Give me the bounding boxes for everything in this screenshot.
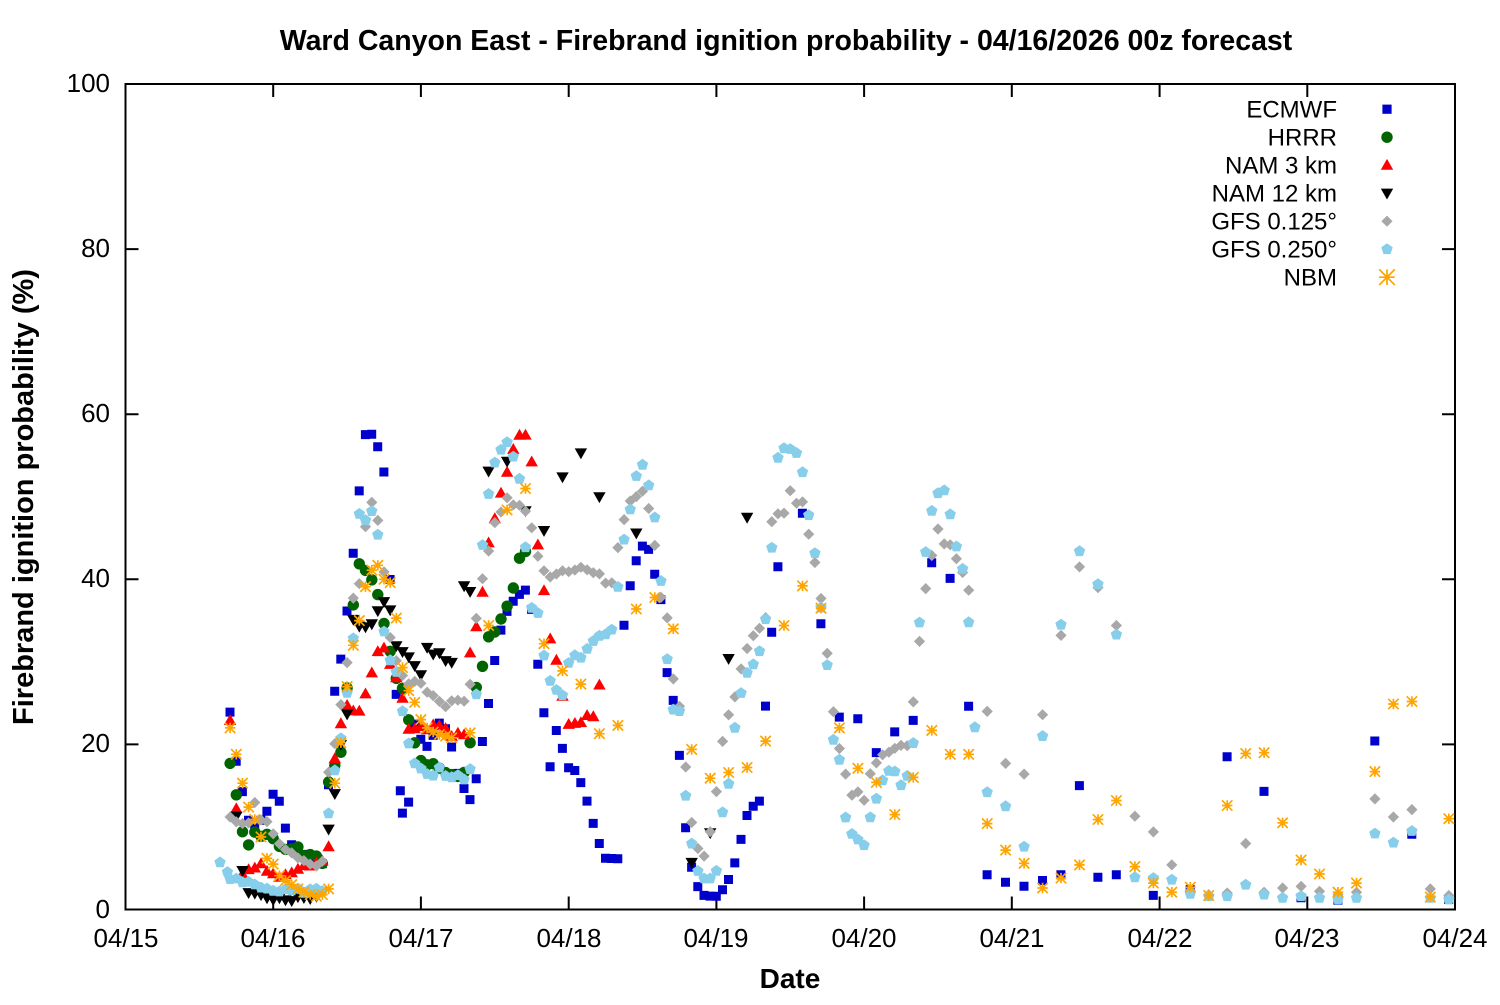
svg-text:04/19: 04/19 (683, 923, 748, 953)
svg-text:Ward Canyon East - Firebrand i: Ward Canyon East - Firebrand ignition pr… (280, 25, 1293, 57)
svg-text:60: 60 (81, 398, 110, 428)
svg-text:04/15: 04/15 (93, 923, 158, 953)
svg-text:0: 0 (96, 894, 110, 924)
svg-text:40: 40 (81, 563, 110, 593)
svg-text:GFS 0.250°: GFS 0.250° (1211, 237, 1337, 264)
svg-text:04/22: 04/22 (1127, 923, 1192, 953)
svg-text:NBM: NBM (1284, 265, 1337, 292)
svg-text:04/17: 04/17 (388, 923, 453, 953)
svg-text:04/20: 04/20 (831, 923, 896, 953)
svg-text:20: 20 (81, 728, 110, 758)
svg-text:GFS 0.125°: GFS 0.125° (1211, 209, 1337, 236)
svg-text:04/18: 04/18 (536, 923, 601, 953)
svg-text:Date: Date (760, 963, 821, 994)
svg-text:04/21: 04/21 (979, 923, 1044, 953)
svg-text:HRRR: HRRR (1268, 125, 1337, 152)
svg-text:04/24: 04/24 (1422, 923, 1487, 953)
svg-text:100: 100 (67, 68, 110, 98)
svg-text:Firebrand ignition probability: Firebrand ignition probability (%) (8, 269, 40, 725)
svg-text:NAM 12 km: NAM 12 km (1212, 181, 1337, 208)
svg-text:80: 80 (81, 233, 110, 263)
svg-text:ECMWF: ECMWF (1246, 97, 1337, 124)
svg-text:04/16: 04/16 (240, 923, 305, 953)
svg-text:NAM 3 km: NAM 3 km (1225, 153, 1337, 180)
svg-text:04/23: 04/23 (1274, 923, 1339, 953)
